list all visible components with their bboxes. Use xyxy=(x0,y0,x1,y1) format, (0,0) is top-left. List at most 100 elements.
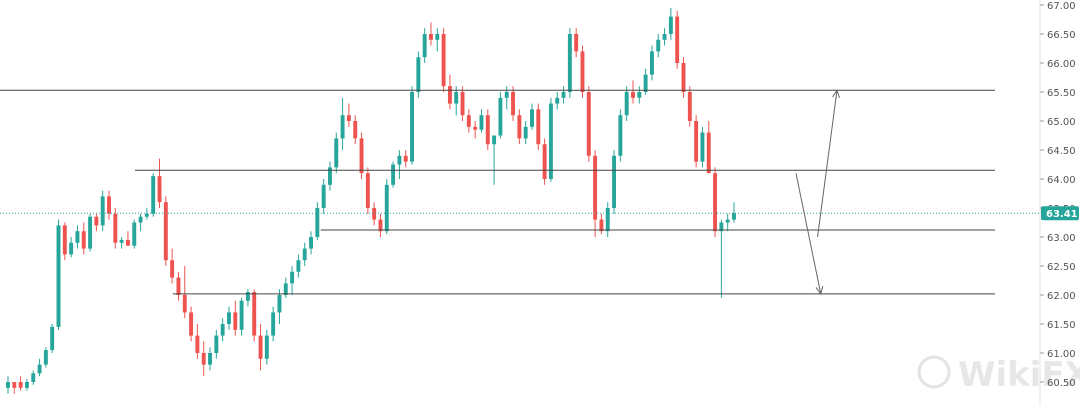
y-tick-label: 65.00 xyxy=(1047,117,1076,128)
candle-body xyxy=(37,364,42,374)
candle xyxy=(567,28,572,98)
watermark-text: WikiFX xyxy=(958,355,1080,395)
candle xyxy=(498,92,503,139)
candle-body xyxy=(113,213,118,243)
candle xyxy=(668,7,673,40)
candle xyxy=(511,86,516,121)
y-tick-label: 60.50 xyxy=(1047,378,1076,389)
candle xyxy=(599,213,604,235)
candle-body xyxy=(687,92,692,121)
candle-body xyxy=(675,16,680,64)
candle-body xyxy=(258,335,263,359)
candle xyxy=(302,242,307,266)
candle xyxy=(637,86,642,104)
candle-body xyxy=(245,292,250,301)
candle xyxy=(277,289,282,324)
candle-body xyxy=(151,176,156,214)
candle-body xyxy=(346,115,351,121)
candle-body xyxy=(681,63,686,92)
y-tick-label: 63.00 xyxy=(1047,233,1076,244)
candle-body xyxy=(447,86,452,104)
candle-body xyxy=(75,231,80,243)
candle xyxy=(37,358,42,377)
candle-body xyxy=(6,382,10,388)
candle xyxy=(460,86,465,121)
candle-body xyxy=(24,382,29,388)
candle xyxy=(435,28,440,52)
candle xyxy=(384,179,389,235)
candle-body xyxy=(473,126,478,130)
y-tick-label: 64.00 xyxy=(1047,175,1076,186)
candle-body xyxy=(485,115,490,145)
candle-body xyxy=(643,74,648,92)
candle xyxy=(719,219,724,298)
candle-body xyxy=(530,109,534,127)
candle-body xyxy=(719,222,724,232)
candle-body xyxy=(43,350,48,365)
candle-body xyxy=(353,121,358,139)
candle-body xyxy=(138,216,143,223)
candle xyxy=(214,329,219,359)
candle-body xyxy=(631,92,635,98)
candle-body xyxy=(561,92,566,98)
candle-body xyxy=(523,126,528,139)
candle xyxy=(618,109,623,162)
candle-body xyxy=(233,312,238,330)
candle xyxy=(441,28,446,92)
candle-body xyxy=(359,138,364,174)
candle xyxy=(479,109,484,133)
candle-body xyxy=(12,382,17,388)
candle xyxy=(492,135,497,185)
trend-arrow xyxy=(817,89,840,238)
candle xyxy=(359,132,364,179)
candle xyxy=(81,222,86,255)
candle xyxy=(504,86,509,110)
candle-body xyxy=(315,208,320,237)
candle-body xyxy=(416,57,421,92)
candle-body xyxy=(81,231,86,249)
candle xyxy=(593,150,598,237)
y-tick-label: 64.50 xyxy=(1047,146,1076,157)
candle xyxy=(170,248,175,284)
candle xyxy=(530,103,534,130)
candle-body xyxy=(195,335,200,353)
candle xyxy=(163,196,168,266)
candle xyxy=(517,109,522,145)
candle xyxy=(586,86,591,162)
candle xyxy=(50,324,55,353)
candle-body xyxy=(283,283,288,295)
candle xyxy=(258,324,263,371)
candle-body xyxy=(69,242,74,255)
candle xyxy=(100,190,105,232)
candles-layer xyxy=(0,7,1040,394)
candle xyxy=(536,103,541,150)
arrow-shaft xyxy=(817,90,838,238)
watermark-logo-icon xyxy=(917,355,951,389)
candle-body xyxy=(220,324,225,336)
candle xyxy=(662,28,667,46)
candle xyxy=(454,86,459,116)
candle xyxy=(403,150,408,168)
candle-body xyxy=(618,115,623,156)
candle xyxy=(182,266,187,319)
candle-body xyxy=(302,248,307,261)
candle-body xyxy=(277,295,282,313)
candle xyxy=(18,376,23,391)
candle xyxy=(56,219,61,330)
candle-body xyxy=(56,225,61,327)
candle xyxy=(485,109,490,150)
candle-body xyxy=(31,373,36,382)
candle-body xyxy=(239,300,244,330)
candle-body xyxy=(201,353,206,365)
candle xyxy=(378,213,383,237)
y-tick-label: 66.50 xyxy=(1047,30,1076,41)
candle xyxy=(649,45,654,81)
candle-body xyxy=(536,109,541,145)
candle xyxy=(201,341,206,377)
candle xyxy=(290,266,295,295)
levels-layer xyxy=(0,89,995,295)
candle xyxy=(656,34,661,58)
candle xyxy=(189,306,194,342)
candle-body xyxy=(170,260,175,278)
